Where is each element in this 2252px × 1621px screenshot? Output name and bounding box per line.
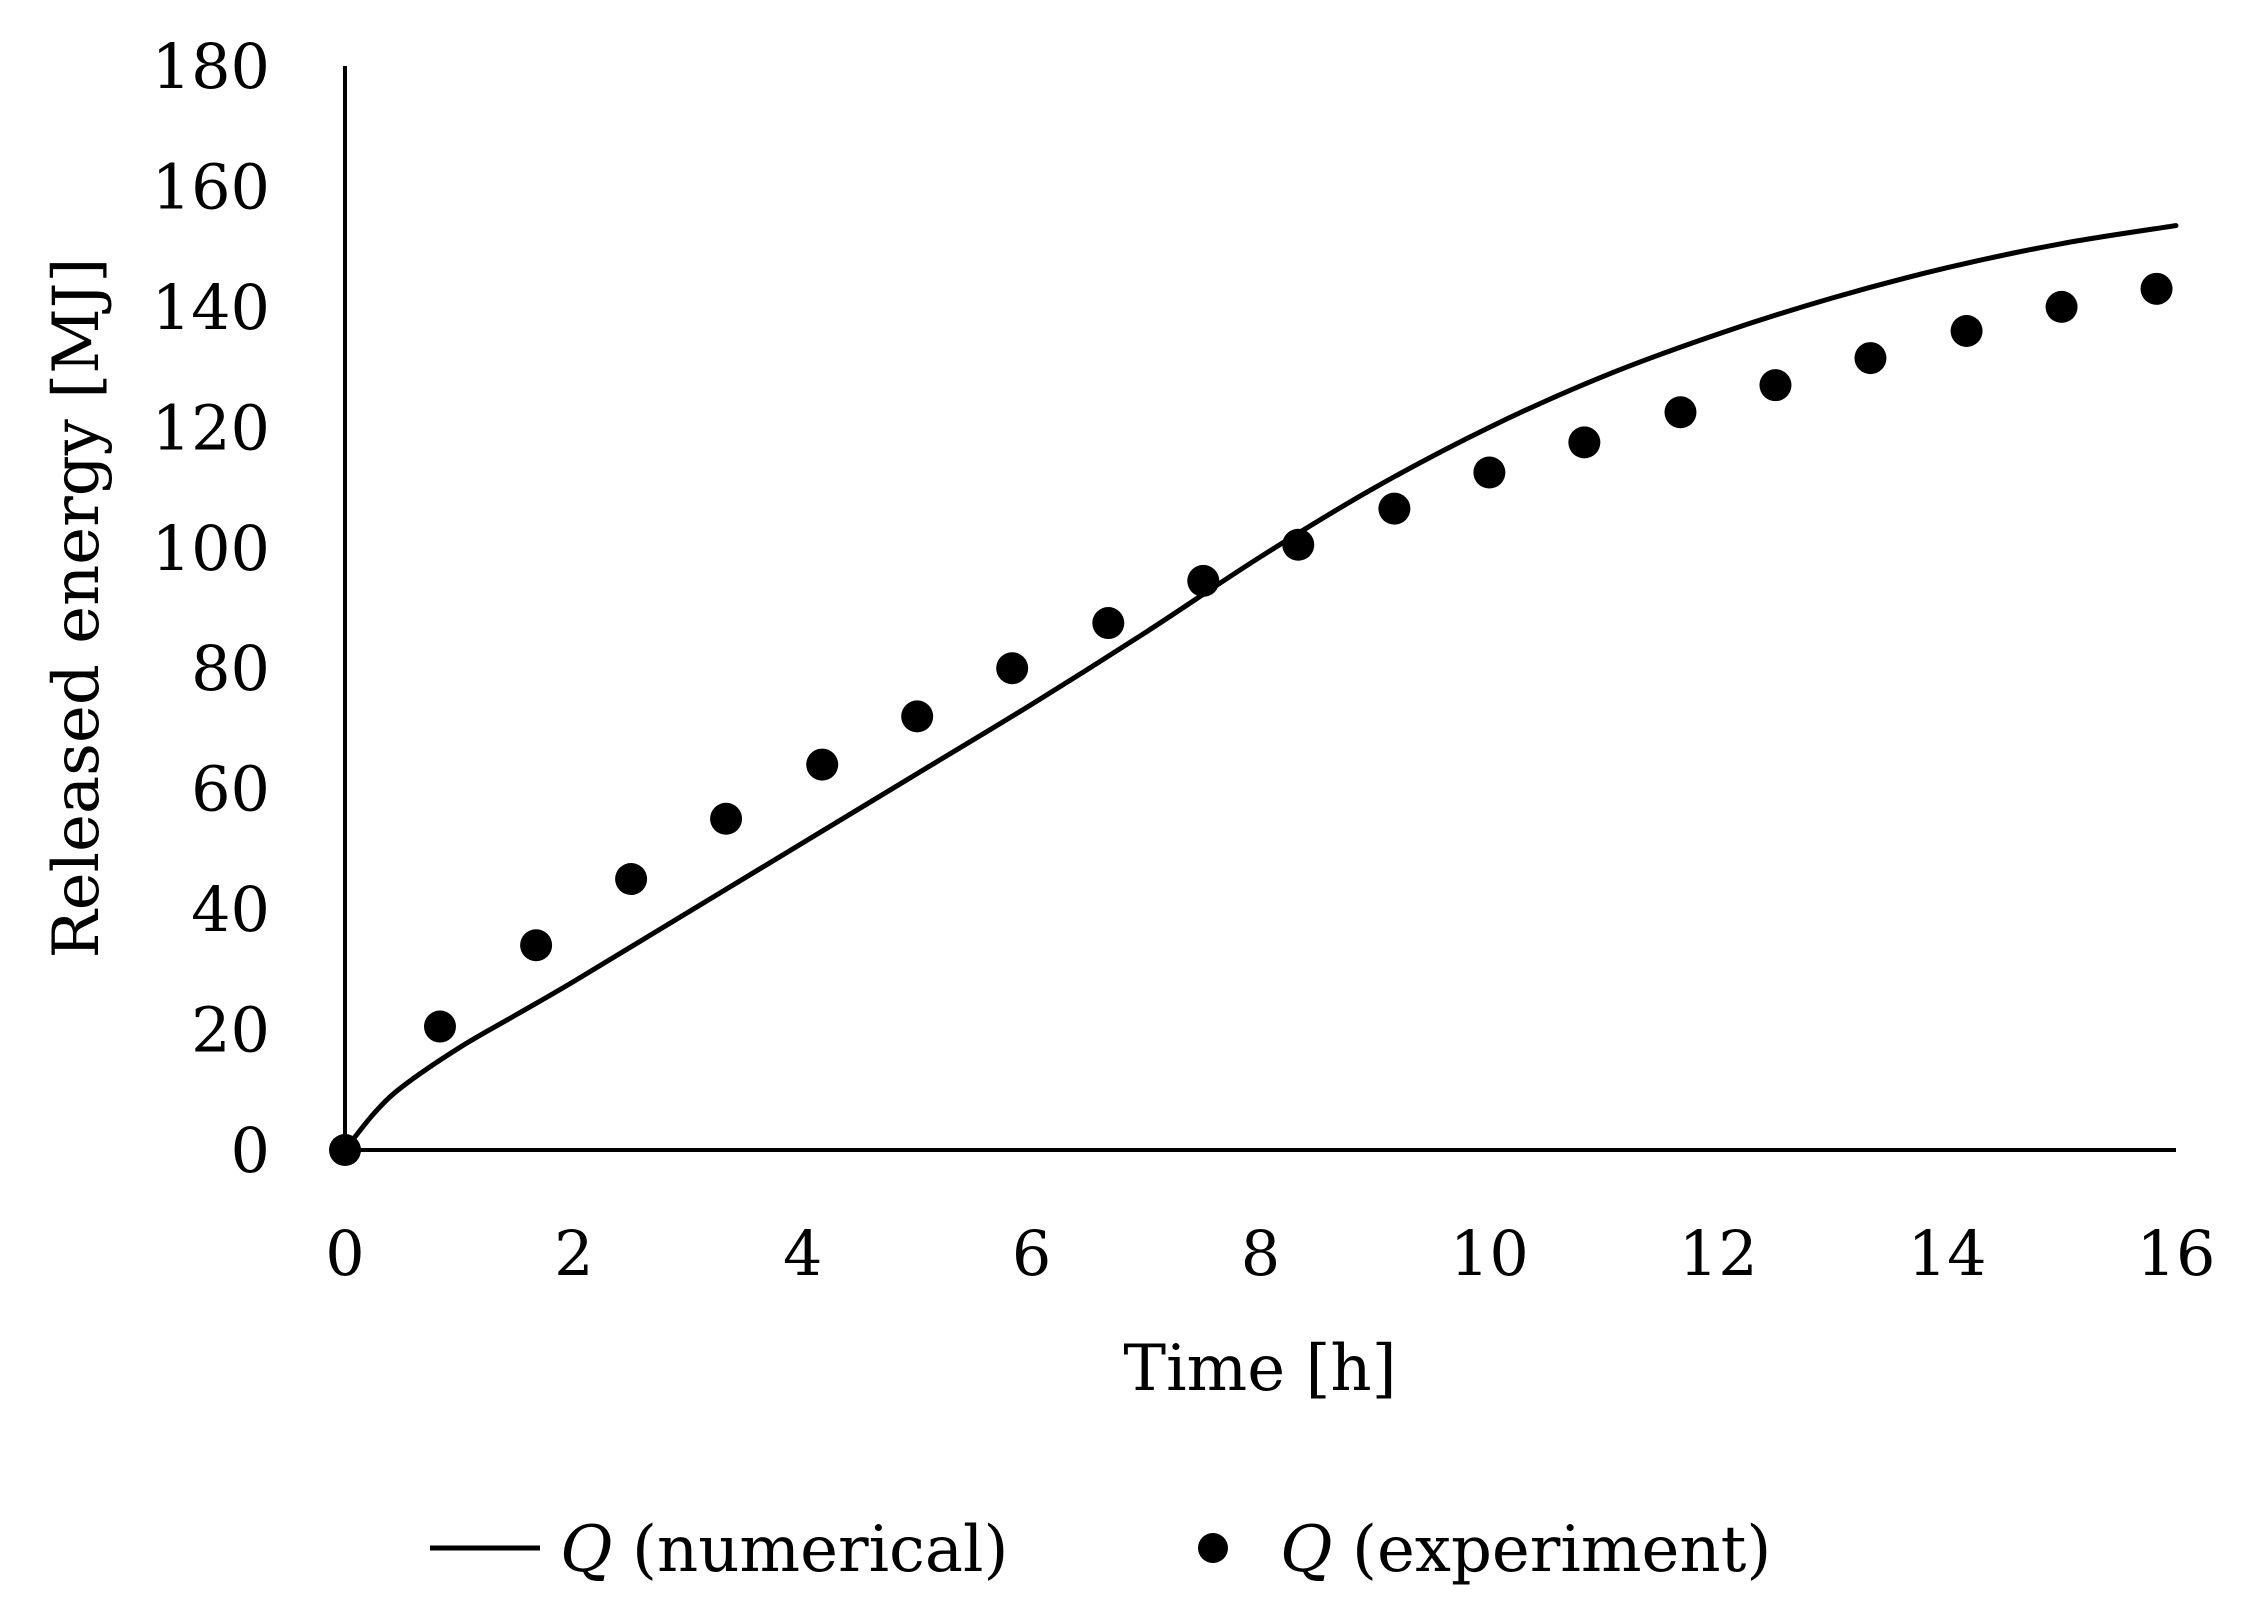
experiment-data-point: [901, 700, 934, 733]
y-tick-label: 120: [152, 391, 270, 464]
y-axis-title: Released energy [MJ]: [40, 258, 114, 959]
y-tick-labels: 0 20 40 60 80 100 120 140 160 180: [152, 30, 270, 1187]
x-tick-label: 4: [783, 1217, 822, 1290]
y-tick-label: 140: [152, 271, 270, 344]
x-tick-label: 16: [2137, 1217, 2216, 1290]
legend-numerical-symbol: Q: [560, 1513, 612, 1587]
x-tick-label: 8: [1241, 1217, 1280, 1290]
legend-experiment-label: (experiment): [1352, 1513, 1771, 1587]
experiment-data-point: [615, 863, 648, 895]
experiment-data-point: [2045, 290, 2078, 323]
experiment-data-point: [423, 1010, 456, 1043]
plot-area: [329, 223, 2179, 1166]
experiment-data-point: [806, 748, 839, 781]
x-tick-label: 10: [1450, 1217, 1529, 1290]
experiment-data-point: [2140, 272, 2173, 305]
series-numerical-line: [342, 223, 2179, 1153]
experiment-data-point: [1473, 456, 1506, 489]
experiment-data-point: [1187, 564, 1220, 597]
y-tick-label: 180: [152, 30, 270, 103]
legend-numerical-label: (numerical): [632, 1513, 1008, 1587]
experiment-data-point: [1378, 492, 1411, 525]
experiment-data-point: [520, 929, 553, 962]
y-tick-label: 0: [231, 1114, 270, 1187]
legend: Q (numerical) Q (experiment): [430, 1513, 1771, 1587]
x-tick-label: 0: [325, 1217, 364, 1290]
experiment-data-point: [1568, 426, 1601, 459]
axes: [343, 66, 2176, 1152]
experiment-data-point: [1092, 607, 1125, 640]
experiment-data-point: [710, 802, 743, 835]
legend-marker-swatch: [1198, 1533, 1228, 1563]
x-axis-title: Time [h]: [1123, 1332, 1396, 1406]
y-tick-label: 80: [191, 632, 270, 705]
y-tick-label: 160: [152, 150, 270, 223]
x-tick-label: 14: [1908, 1217, 1987, 1290]
experiment-data-point: [1854, 342, 1887, 375]
y-tick-label: 20: [191, 994, 270, 1067]
experiment-data-point: [1664, 396, 1697, 429]
legend-experiment-symbol: Q: [1280, 1513, 1332, 1587]
y-tick-label: 60: [191, 753, 270, 826]
experiment-data-point: [996, 652, 1029, 685]
x-tick-labels: 0 2 4 6 8 10 12 14 16: [325, 1217, 2215, 1290]
y-tick-label: 40: [191, 873, 270, 946]
x-tick-label: 2: [554, 1217, 593, 1290]
experiment-data-point: [1759, 369, 1792, 402]
experiment-data-point: [1950, 314, 1983, 347]
x-tick-label: 6: [1012, 1217, 1051, 1290]
experiment-data-point: [1282, 528, 1315, 561]
y-tick-label: 100: [152, 512, 270, 585]
x-tick-label: 12: [1679, 1217, 1758, 1290]
